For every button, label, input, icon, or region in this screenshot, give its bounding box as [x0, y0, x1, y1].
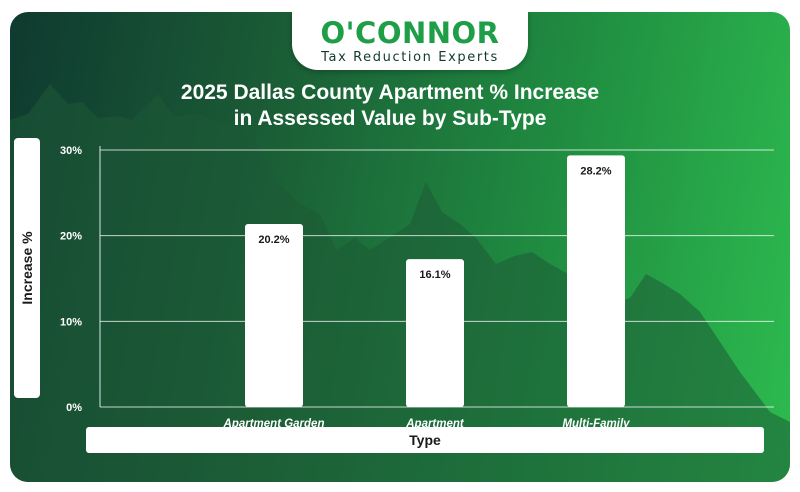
y-axis-label-box: Increase %: [14, 138, 40, 398]
x-axis-label: Type: [409, 432, 441, 448]
y-tick-label: 0%: [66, 402, 82, 414]
chart-title-line2: in Assessed Value by Sub-Type: [233, 107, 547, 130]
chart-title-line1: 2025 Dallas County Apartment % Increase: [180, 81, 600, 104]
y-tick-label: 30%: [60, 145, 82, 157]
logo-brand-name: O'CONNOR: [320, 16, 500, 50]
bar: [245, 223, 303, 407]
bar: [567, 155, 625, 407]
y-tick-label: 20%: [60, 231, 82, 243]
logo-banner: O'CONNOR Tax Reduction Experts: [292, 12, 528, 70]
bar-value-label: 20.2%: [258, 234, 289, 246]
x-axis-label-box: Type: [86, 427, 764, 453]
bar-value-label: 28.2%: [580, 165, 611, 177]
y-tick-label: 10%: [60, 316, 82, 328]
bar-value-label: 16.1%: [419, 269, 450, 281]
bar: [406, 259, 464, 407]
logo-tagline: Tax Reduction Experts: [321, 50, 499, 65]
